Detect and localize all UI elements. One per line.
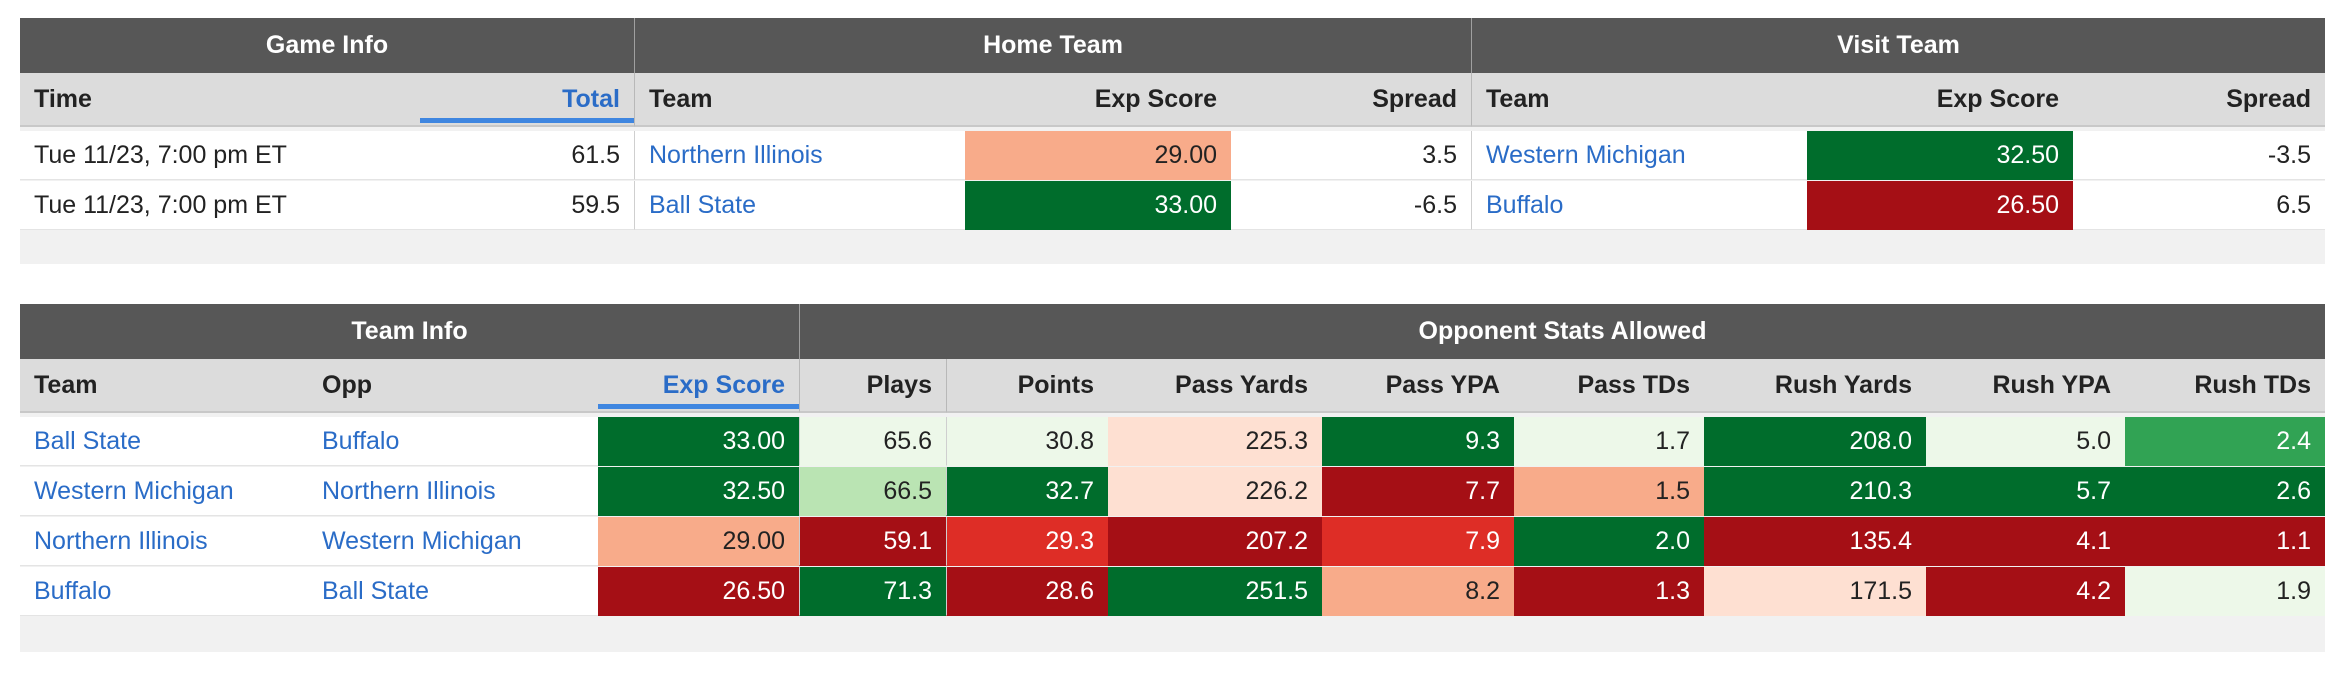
column-header-home-exp-score[interactable]: Exp Score [965, 73, 1231, 127]
visit-exp-score: 32.50 [1807, 131, 2073, 180]
stat-rush-ypa: 5.7 [1926, 467, 2125, 516]
column-header-visit-exp-score[interactable]: Exp Score [1807, 73, 2073, 127]
team-link[interactable]: Western Michigan [20, 467, 308, 516]
group-header-team-info: Team Info [20, 304, 799, 359]
stat-rush-tds: 1.9 [2125, 567, 2325, 616]
opponent-link[interactable]: Western Michigan [308, 517, 598, 566]
column-header-rush-yards[interactable]: Rush Yards [1704, 359, 1926, 413]
opponent-link[interactable]: Buffalo [308, 417, 598, 466]
stat-pass-yards: 251.5 [1108, 567, 1322, 616]
stat-rush-yards: 208.0 [1704, 417, 1926, 466]
column-header-visit-spread[interactable]: Spread [2073, 73, 2325, 127]
game-table: Game Info Home Team Visit Team Time Tota… [20, 18, 2325, 264]
column-header-home-spread[interactable]: Spread [1231, 73, 1471, 127]
column-header-rush-tds[interactable]: Rush TDs [2125, 359, 2325, 413]
opponent-link[interactable]: Ball State [308, 567, 598, 616]
column-header-home-team[interactable]: Team [634, 73, 965, 127]
stat-exp-score: 29.00 [598, 517, 799, 566]
column-header-rush-ypa[interactable]: Rush YPA [1926, 359, 2125, 413]
stat-pass-yards: 225.3 [1108, 417, 1322, 466]
stat-points: 30.8 [946, 417, 1108, 466]
stat-points: 28.6 [946, 567, 1108, 616]
stat-pass-ypa: 7.9 [1322, 517, 1514, 566]
stat-pass-tds: 2.0 [1514, 517, 1704, 566]
sort-indicator [420, 118, 634, 123]
stat-pass-tds: 1.5 [1514, 467, 1704, 516]
stat-rush-tds: 2.4 [2125, 417, 2325, 466]
game-time: Tue 11/23, 7:00 pm ET [20, 181, 420, 230]
stat-pass-ypa: 7.7 [1322, 467, 1514, 516]
column-header-opp[interactable]: Opp [308, 359, 598, 413]
game-total: 61.5 [420, 131, 634, 180]
column-header-pass-yards[interactable]: Pass Yards [1108, 359, 1322, 413]
group-header-game-info: Game Info [20, 18, 634, 73]
stat-pass-yards: 226.2 [1108, 467, 1322, 516]
stat-exp-score: 26.50 [598, 567, 799, 616]
stat-pass-tds: 1.3 [1514, 567, 1704, 616]
stat-rush-yards: 210.3 [1704, 467, 1926, 516]
stat-rush-yards: 171.5 [1704, 567, 1926, 616]
stat-pass-ypa: 9.3 [1322, 417, 1514, 466]
home-exp-score: 29.00 [965, 131, 1231, 180]
game-time: Tue 11/23, 7:00 pm ET [20, 131, 420, 180]
opponent-link[interactable]: Northern Illinois [308, 467, 598, 516]
sort-indicator [598, 404, 799, 409]
stat-plays: 66.5 [799, 467, 946, 516]
home-spread: 3.5 [1231, 131, 1471, 180]
stat-plays: 71.3 [799, 567, 946, 616]
group-header-opponent-stats-allowed: Opponent Stats Allowed [799, 304, 2325, 359]
stat-rush-ypa: 5.0 [1926, 417, 2125, 466]
visit-team-link[interactable]: Western Michigan [1471, 131, 1807, 180]
stat-rush-tds: 1.1 [2125, 517, 2325, 566]
stat-points: 29.3 [946, 517, 1108, 566]
column-header-visit-team[interactable]: Team [1471, 73, 1807, 127]
stat-plays: 65.6 [799, 417, 946, 466]
column-header-team[interactable]: Team [20, 359, 308, 413]
group-header-home-team: Home Team [634, 18, 1471, 73]
stat-rush-tds: 2.6 [2125, 467, 2325, 516]
stat-exp-score: 33.00 [598, 417, 799, 466]
column-header-pass-ypa[interactable]: Pass YPA [1322, 359, 1514, 413]
stat-pass-yards: 207.2 [1108, 517, 1322, 566]
stat-pass-tds: 1.7 [1514, 417, 1704, 466]
stat-points: 32.7 [946, 467, 1108, 516]
team-link[interactable]: Northern Illinois [20, 517, 308, 566]
column-header-time[interactable]: Time [20, 73, 420, 127]
stat-plays: 59.1 [799, 517, 946, 566]
home-team-link[interactable]: Ball State [634, 181, 965, 230]
group-header-visit-team: Visit Team [1471, 18, 2325, 73]
column-header-points[interactable]: Points [946, 359, 1108, 413]
team-link[interactable]: Ball State [20, 417, 308, 466]
stat-exp-score: 32.50 [598, 467, 799, 516]
stat-rush-yards: 135.4 [1704, 517, 1926, 566]
column-header-pass-tds[interactable]: Pass TDs [1514, 359, 1704, 413]
visit-spread: -3.5 [2073, 131, 2325, 180]
visit-spread: 6.5 [2073, 181, 2325, 230]
team-link[interactable]: Buffalo [20, 567, 308, 616]
stat-pass-ypa: 8.2 [1322, 567, 1514, 616]
column-header-plays[interactable]: Plays [799, 359, 946, 413]
team-stats-table: Team Info Opponent Stats Allowed Team Op… [20, 304, 2325, 652]
home-team-link[interactable]: Northern Illinois [634, 131, 965, 180]
home-exp-score: 33.00 [965, 181, 1231, 230]
game-total: 59.5 [420, 181, 634, 230]
home-spread: -6.5 [1231, 181, 1471, 230]
stat-rush-ypa: 4.2 [1926, 567, 2125, 616]
visit-exp-score: 26.50 [1807, 181, 2073, 230]
stat-rush-ypa: 4.1 [1926, 517, 2125, 566]
visit-team-link[interactable]: Buffalo [1471, 181, 1807, 230]
